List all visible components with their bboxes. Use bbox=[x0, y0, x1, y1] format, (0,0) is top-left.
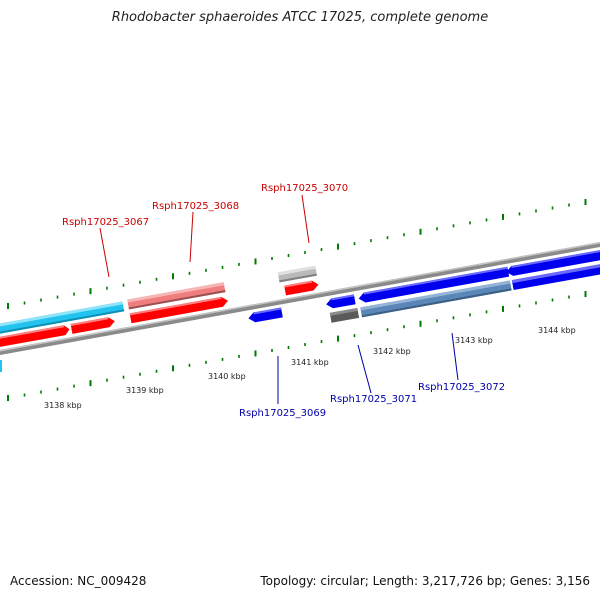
reverse-gene-3069[interactable] bbox=[248, 307, 283, 323]
scale-label-3144: 3144 kbp bbox=[538, 326, 576, 335]
label-leaders bbox=[99, 194, 459, 404]
forward-gene-3070[interactable] bbox=[284, 280, 319, 296]
forward-gene-3067-b[interactable] bbox=[70, 316, 116, 334]
reverse-gene-3073-lower[interactable] bbox=[511, 246, 600, 291]
cyan-feature[interactable] bbox=[0, 301, 125, 340]
topology-label: Topology: circular; Length: 3,217,726 bp… bbox=[260, 574, 590, 588]
gene-label-3071[interactable]: Rsph17025_3071 bbox=[330, 394, 417, 405]
gene-label-3070[interactable]: Rsph17025_3070 bbox=[261, 183, 348, 194]
forward-gene-3067-lower[interactable] bbox=[0, 324, 70, 354]
reverse-gene-3072[interactable] bbox=[358, 266, 510, 304]
forward-gene-3068-highlight[interactable] bbox=[127, 282, 226, 310]
gene-label-3072[interactable]: Rsph17025_3072 bbox=[418, 382, 505, 393]
scale-label-3140: 3140 kbp bbox=[208, 372, 246, 381]
gene-label-3069[interactable]: Rsph17025_3069 bbox=[239, 408, 326, 419]
accession-label: Accession: NC_009428 bbox=[10, 574, 147, 588]
outer-scale-track bbox=[7, 199, 587, 309]
gene-label-3067[interactable]: Rsph17025_3067 bbox=[62, 217, 149, 228]
forward-gene-3068[interactable] bbox=[129, 296, 229, 324]
scale-label-3141: 3141 kbp bbox=[291, 358, 329, 367]
forward-gene-3070-highlight[interactable] bbox=[277, 265, 317, 283]
scale-label-3139: 3139 kbp bbox=[126, 386, 164, 395]
scale-label-3143: 3143 kbp bbox=[455, 336, 493, 345]
reverse-gene-3071-highlight[interactable] bbox=[329, 307, 360, 323]
reverse-gene-3073[interactable] bbox=[505, 233, 600, 277]
map-title: Rhodobacter sphaeroides ATCC 17025, comp… bbox=[111, 10, 489, 25]
cyan-feature-stub bbox=[0, 360, 2, 372]
genome-backbone bbox=[0, 225, 600, 372]
gene-label-3068[interactable]: Rsph17025_3068 bbox=[152, 201, 239, 212]
feature-track bbox=[0, 233, 600, 354]
scale-label-3138: 3138 kbp bbox=[44, 401, 82, 410]
scale-label-3142: 3142 kbp bbox=[373, 347, 411, 356]
inner-scale-track bbox=[7, 291, 587, 401]
reverse-gene-3072-highlight[interactable] bbox=[360, 280, 512, 318]
reverse-gene-3071[interactable] bbox=[325, 294, 356, 309]
